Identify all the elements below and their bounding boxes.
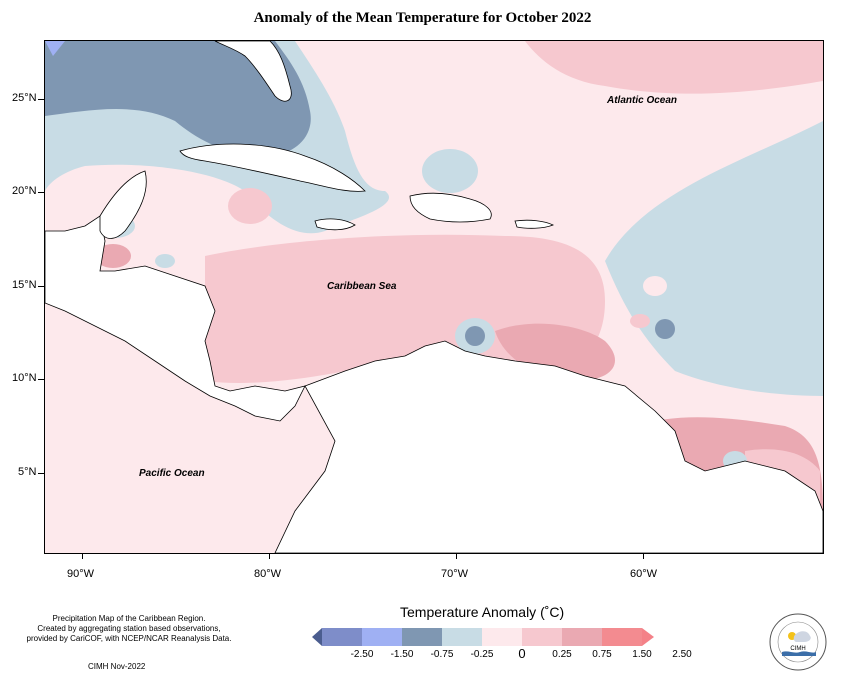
lat-tick	[38, 473, 44, 474]
legend-label: 0	[518, 646, 526, 661]
legend-arrow-right	[642, 628, 654, 646]
legend-cell	[602, 628, 642, 646]
legend-arrow-left	[312, 628, 322, 646]
yucatan-land	[99, 170, 147, 239]
lat-label-10n: 10°N	[12, 372, 37, 384]
atlantic-ocean-label: Atlantic Ocean	[607, 95, 678, 106]
cimh-logo: CIMH	[769, 613, 827, 671]
lon-label-70w: 70°W	[441, 568, 469, 580]
lat-tick	[38, 99, 44, 100]
cold-anomaly-region	[45, 41, 311, 156]
landmass-layer	[45, 41, 823, 553]
logo-text: CIMH	[790, 646, 805, 652]
puerto-rico-land	[514, 219, 554, 229]
cold-anomaly-region	[465, 326, 485, 346]
warm-anomaly-region	[95, 244, 131, 268]
lon-tick	[456, 553, 457, 559]
warm-anomaly-region	[630, 314, 650, 328]
legend-label: -2.50	[350, 649, 374, 660]
footnote-line: Created by aggregating station based obs…	[37, 624, 221, 633]
legend-cell	[322, 628, 362, 646]
cold-anomaly-region	[655, 319, 675, 339]
footnote: Precipitation Map of the Caribbean Regio…	[14, 614, 244, 644]
legend-cell	[482, 628, 522, 646]
lon-tick	[643, 553, 644, 559]
warm-anomaly-region	[228, 188, 272, 224]
footnote-line: provided by CariCOF, with NCEP/NCAR Rean…	[26, 634, 232, 643]
lat-label-5n: 5°N	[18, 466, 37, 478]
map-title: Anomaly of the Mean Temperature for Octo…	[253, 10, 592, 26]
cool-anomaly-region	[155, 254, 175, 268]
legend-colorbar	[312, 628, 654, 646]
legend-label: -0.75	[430, 649, 454, 660]
legend-label: 0.25	[552, 649, 572, 660]
credit-text: CIMH Nov-2022	[88, 662, 146, 671]
neutral-anomaly-region	[643, 276, 667, 296]
jamaica-land	[314, 218, 356, 231]
lat-tick	[38, 286, 44, 287]
lat-tick	[38, 192, 44, 193]
legend-title: Temperature Anomaly (˚C)	[400, 604, 565, 620]
legend-cell	[522, 628, 562, 646]
legend-label: 1.50	[632, 649, 652, 660]
south-america-land	[274, 340, 823, 553]
lon-tick	[269, 553, 270, 559]
legend-cell	[442, 628, 482, 646]
lat-label-15n: 15°N	[12, 279, 37, 291]
lat-label-20n: 20°N	[12, 185, 37, 197]
lon-tick	[82, 553, 83, 559]
hispaniola-land	[409, 192, 492, 223]
footnote-line: Precipitation Map of the Caribbean Regio…	[52, 614, 206, 623]
legend-label: 2.50	[672, 649, 692, 660]
legend-label: 0.75	[592, 649, 612, 660]
legend-label: -1.50	[390, 649, 414, 660]
lat-label-25n: 25°N	[12, 92, 37, 104]
map-canvas	[45, 41, 823, 553]
lon-label-90w: 90°W	[67, 568, 95, 580]
anomaly-map: Atlantic Ocean Caribbean Sea Pacific Oce…	[44, 40, 824, 554]
cuba-land	[179, 143, 366, 192]
pacific-ocean-label: Pacific Ocean	[139, 468, 205, 479]
caribbean-sea-label: Caribbean Sea	[327, 281, 397, 292]
cold-anomaly-corner	[45, 41, 65, 56]
warm-anomaly-region	[495, 323, 615, 381]
florida-land	[214, 41, 292, 102]
lon-label-80w: 80°W	[254, 568, 282, 580]
warm-anomaly-region	[525, 41, 823, 94]
lat-tick	[38, 379, 44, 380]
cool-anomaly-region	[422, 149, 478, 193]
central-america-land	[45, 215, 306, 422]
legend-cell	[562, 628, 602, 646]
lon-label-60w: 60°W	[630, 568, 658, 580]
legend-label: -0.25	[470, 649, 494, 660]
legend-cell	[402, 628, 442, 646]
legend-cell	[362, 628, 402, 646]
